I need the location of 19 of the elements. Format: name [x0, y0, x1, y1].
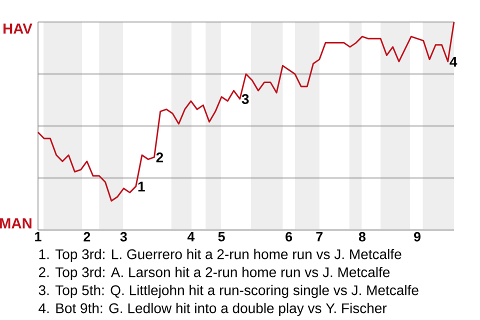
x-tick-label: 9	[414, 232, 420, 242]
ref-line-label: MAN	[0, 218, 32, 228]
x-tick-label: 1	[35, 232, 42, 242]
ref-line-label: HAV	[4, 24, 32, 34]
x-tick-label: 8	[358, 232, 366, 242]
text: 2. Top 3rd: A. Larson hit a 2-run home run vs J. Metcalfe	[38, 266, 390, 280]
annotation: 3	[242, 94, 249, 104]
text: 4. Bot 9th: G. Ledlow hit into a double play vs Y. Fischer	[38, 302, 387, 316]
x-tick-label: 3	[120, 232, 127, 242]
x-tick-label: 5	[218, 232, 225, 242]
text: 3. Top 5th: Q. Littlejohn hit a run-scoring single vs J. Metcalfe	[38, 284, 418, 298]
x-tick-label: 6	[286, 232, 292, 242]
text: 1. Top 3rd: L. Guerrero hit a 2-run home run vs J. Metcalfe	[39, 248, 402, 262]
x-tick-label: 7	[316, 232, 323, 242]
annotation: 1	[138, 182, 145, 192]
x-tick-label: 2	[84, 232, 90, 242]
annotation: 4	[450, 56, 458, 67]
x-tick-label: 4	[187, 232, 195, 242]
annotation: 2	[156, 152, 164, 162]
